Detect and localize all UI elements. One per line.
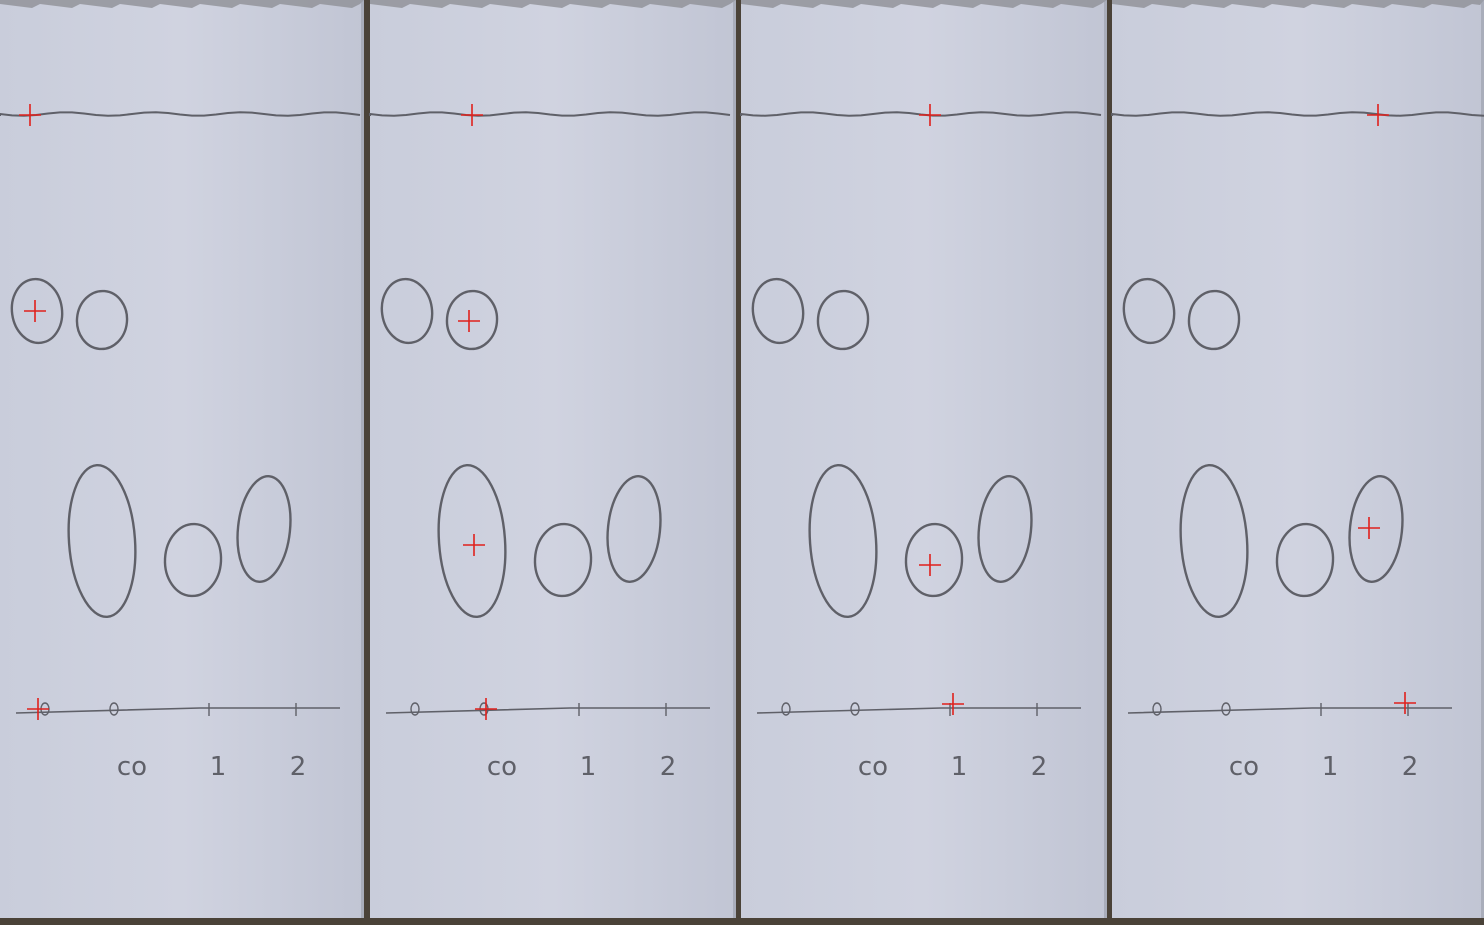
red-crosshair-icon bbox=[1358, 517, 1380, 539]
tlc-plate bbox=[741, 0, 1107, 918]
spot-outline bbox=[1348, 475, 1404, 583]
label-1: 1 bbox=[580, 752, 597, 782]
spot-outline bbox=[236, 475, 292, 583]
label-co: co bbox=[858, 752, 888, 782]
red-crosshair-icon bbox=[919, 104, 941, 126]
plate-edge-shadow bbox=[733, 0, 736, 918]
red-crosshair-icon bbox=[1367, 104, 1389, 126]
spot-outline bbox=[808, 463, 878, 619]
spot-outline bbox=[1187, 289, 1241, 351]
tlc-plate-panel-3: co 1 2 bbox=[740, 0, 1107, 918]
plate-top-edge bbox=[370, 0, 736, 8]
label-1: 1 bbox=[951, 752, 968, 782]
baseline-line bbox=[15, 707, 340, 714]
tlc-plate-panel-4: co 1 2 bbox=[1111, 0, 1484, 918]
label-1: 1 bbox=[1322, 752, 1339, 782]
red-crosshair-icon bbox=[463, 534, 485, 556]
spot-outline bbox=[1179, 463, 1249, 619]
spot-outline bbox=[380, 277, 434, 345]
tlc-plate bbox=[0, 0, 364, 918]
plate-top-edge bbox=[0, 0, 364, 8]
plate-edge-shadow bbox=[1104, 0, 1107, 918]
origin-mark bbox=[1221, 702, 1231, 716]
label-2: 2 bbox=[1031, 752, 1048, 782]
spot-outline bbox=[904, 522, 964, 598]
red-crosshair-icon bbox=[24, 300, 46, 322]
spot-outline bbox=[75, 289, 129, 351]
spot-outline bbox=[437, 463, 507, 619]
plate-edge-shadow bbox=[361, 0, 364, 918]
label-2: 2 bbox=[1402, 752, 1419, 782]
solvent-front-line bbox=[0, 111, 361, 117]
plate-top-edge bbox=[1112, 0, 1484, 8]
spot-outline bbox=[751, 277, 805, 345]
spot-outline bbox=[606, 475, 662, 583]
red-crosshair-icon bbox=[475, 698, 497, 720]
label-co: co bbox=[1229, 752, 1259, 782]
tlc-plate bbox=[1112, 0, 1484, 918]
spot-outline bbox=[10, 277, 64, 345]
tlc-plate-panel-2: co 1 2 bbox=[369, 0, 736, 918]
red-crosshair-icon bbox=[458, 310, 480, 332]
origin-mark bbox=[850, 702, 860, 716]
tlc-plate-panel-1: co 1 2 bbox=[0, 0, 364, 918]
red-crosshair-icon bbox=[27, 698, 49, 720]
spot-outline bbox=[533, 522, 593, 598]
spot-outline bbox=[1275, 522, 1335, 598]
origin-mark bbox=[781, 702, 791, 716]
label-2: 2 bbox=[660, 752, 677, 782]
label-co: co bbox=[117, 752, 147, 782]
spot-outline bbox=[1122, 277, 1176, 345]
red-crosshair-icon bbox=[942, 693, 964, 715]
plate-top-edge bbox=[741, 0, 1107, 8]
baseline-line bbox=[756, 707, 1081, 714]
red-crosshair-icon bbox=[1394, 692, 1416, 714]
label-1: 1 bbox=[210, 752, 227, 782]
baseline-line bbox=[385, 707, 710, 714]
plate-edge-shadow bbox=[1481, 0, 1484, 918]
origin-mark bbox=[109, 702, 119, 716]
red-crosshair-icon bbox=[919, 554, 941, 576]
red-crosshair-icon bbox=[461, 104, 483, 126]
solvent-front-line bbox=[740, 111, 1102, 117]
solvent-front-line bbox=[1111, 111, 1484, 117]
label-co: co bbox=[487, 752, 517, 782]
spot-outline bbox=[816, 289, 870, 351]
origin-mark bbox=[410, 702, 420, 716]
label-2: 2 bbox=[290, 752, 307, 782]
origin-mark bbox=[1152, 702, 1162, 716]
tlc-plate bbox=[370, 0, 736, 918]
spot-outline bbox=[163, 522, 223, 598]
spot-outline bbox=[67, 463, 137, 619]
spot-outline bbox=[445, 289, 499, 351]
solvent-front-line bbox=[369, 111, 731, 117]
spot-outline bbox=[977, 475, 1033, 583]
red-crosshair-icon bbox=[19, 104, 41, 126]
